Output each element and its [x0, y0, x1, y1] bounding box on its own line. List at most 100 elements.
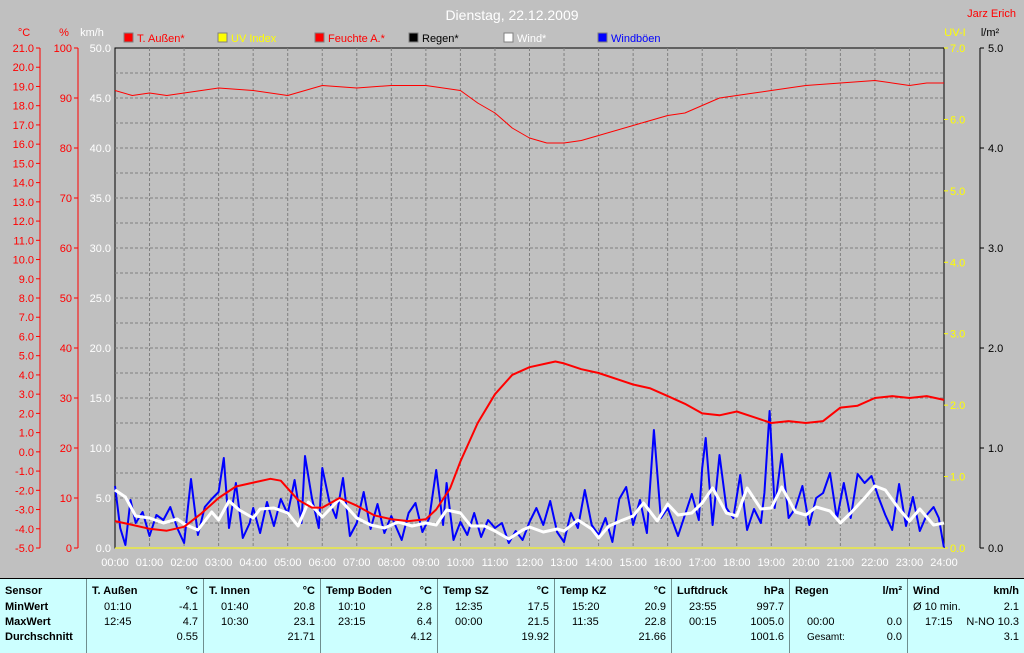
- stats-cell-value: 4.12: [410, 631, 432, 643]
- temp-tick-label: 6.0: [19, 331, 34, 343]
- stats-cell-left: 10:30: [221, 616, 249, 628]
- stats-cell-row: [790, 600, 907, 615]
- row-label-min: MinWert: [5, 601, 49, 613]
- humidity-tick-label: 10: [60, 493, 72, 505]
- stats-cell-row: 21.71: [204, 630, 320, 645]
- temp-tick-label: 3.0: [19, 389, 34, 401]
- stats-cell-value: 3.1: [1003, 631, 1019, 643]
- stats-cell-row: 01:40 20.8: [204, 600, 320, 615]
- chart-title: Dienstag, 22.12.2009: [445, 7, 578, 23]
- stats-cell-row: 00:15 1005.0: [672, 615, 789, 630]
- temp-tick-label: 2.0: [19, 408, 34, 420]
- stats-cell-row: 19.92: [438, 630, 554, 645]
- temp-tick-label: 16.0: [13, 139, 34, 151]
- wind-tick-label: 25.0: [90, 293, 111, 305]
- stats-cell-row: 12:45 4.7: [87, 615, 203, 630]
- temp-tick-label: 21.0: [13, 43, 34, 55]
- stats-cell-left: 01:10: [104, 601, 132, 613]
- temp-tick-label: 14.0: [13, 178, 34, 190]
- stats-cell-row: 15:20 20.9: [555, 600, 671, 615]
- weather-chart: Dienstag, 22.12.2009 Jarz Erich T. Außen…: [13, 7, 1016, 569]
- stats-cell-row: Gesamt: 0.0: [790, 630, 907, 645]
- x-tick-label: 11:00: [482, 557, 509, 569]
- stats-cell-value: 1005.0: [750, 616, 784, 628]
- stats-cell-left: 00:15: [689, 616, 717, 628]
- stats-cell-left: 23:15: [338, 616, 366, 628]
- x-tick-label: 07:00: [343, 557, 371, 569]
- stats-cell-value: 4.7: [182, 616, 198, 628]
- uv-tick-label: 4.0: [950, 257, 965, 269]
- stats-col-6: Regen l/m² 00:00 0.0 Gesamt: 0.0: [790, 579, 908, 653]
- x-tick-label: 06:00: [308, 557, 336, 569]
- stats-cell-left: [92, 630, 177, 645]
- x-tick-label: 19:00: [758, 557, 786, 569]
- stats-cell-value: °C: [302, 585, 315, 597]
- wind-tick-label: 35.0: [90, 193, 111, 205]
- stats-cell-left: [209, 630, 287, 645]
- temp-tick-label: -5.0: [15, 543, 34, 555]
- stats-cell-left: 12:35: [455, 601, 483, 613]
- humidity-tick-label: 100: [54, 43, 72, 55]
- rain-unit-label: l/m²: [981, 27, 1000, 39]
- stats-cell-value: km/h: [993, 585, 1019, 597]
- stats-cell-row: 17:15 N-NO 10.3: [908, 615, 1024, 630]
- temp-tick-label: 12.0: [13, 216, 34, 228]
- stats-cell-left: 10:10: [338, 601, 366, 613]
- stats-cell-value: 0.0: [886, 631, 902, 643]
- x-tick-label: 02:00: [170, 557, 198, 569]
- stats-cell-row: Regen l/m²: [790, 583, 907, 600]
- stats-cell-left: 00:00: [807, 616, 835, 628]
- temp-tick-label: 20.0: [13, 62, 34, 74]
- stats-cell-left: Wind: [913, 585, 940, 597]
- x-tick-label: 20:00: [792, 557, 820, 569]
- stats-cell-value: 0.0: [886, 616, 902, 628]
- stats-cell-value: 1001.6: [750, 631, 784, 643]
- wind-tick-label: 50.0: [90, 43, 111, 55]
- stats-cell-row: 23:15 6.4: [321, 615, 437, 630]
- stats-cell-row: 10:30 23.1: [204, 615, 320, 630]
- stats-cell-left: [560, 630, 638, 645]
- stats-col-3: Temp SZ °C 12:35 17.5 00:00 21.5 19.92: [438, 579, 555, 653]
- x-tick-label: 04:00: [239, 557, 267, 569]
- stats-cell-left: [795, 600, 902, 615]
- x-tick-label: 15:00: [619, 557, 647, 569]
- x-tick-label: 13:00: [550, 557, 578, 569]
- row-label-avg: Durchschnitt: [5, 631, 73, 643]
- author-label: Jarz Erich: [967, 8, 1016, 20]
- x-tick-label: 09:00: [412, 557, 440, 569]
- stats-table: Sensor MinWert MaxWert Durchschnitt T. A…: [0, 578, 1024, 653]
- stats-cell-value: -4.1: [179, 601, 198, 613]
- temp-tick-label: -1.0: [15, 466, 34, 478]
- stats-cell-left: 12:45: [104, 616, 132, 628]
- temp-tick-label: 0.0: [19, 447, 34, 459]
- stats-cell-row: 10:10 2.8: [321, 600, 437, 615]
- stats-cell-value: 22.8: [644, 616, 666, 628]
- stats-cell-left: Temp KZ: [560, 585, 607, 597]
- stats-cell-value: 20.8: [293, 601, 315, 613]
- uv-tick-label: 2.0: [950, 400, 965, 412]
- stats-col-0: T. Außen °C 01:10 -4.1 12:45 4.7 0.55: [87, 579, 204, 653]
- rain-tick-label: 2.0: [988, 343, 1003, 355]
- stats-cell-left: [677, 630, 750, 645]
- temp-tick-label: 8.0: [19, 293, 34, 305]
- wind-tick-label: 15.0: [90, 393, 111, 405]
- wind-tick-label: 5.0: [96, 493, 111, 505]
- rain-tick-label: 0.0: [988, 543, 1003, 555]
- stats-cell-value: 23.1: [293, 616, 315, 628]
- legend-swatch-4: [503, 32, 514, 43]
- stats-cell-left: [326, 630, 411, 645]
- rain-tick-label: 5.0: [988, 43, 1003, 55]
- stats-row-labels: Sensor MinWert MaxWert Durchschnitt: [0, 579, 87, 653]
- temp-unit-label: °C: [18, 27, 30, 39]
- x-tick-label: 00:00: [101, 557, 129, 569]
- temp-tick-label: 10.0: [13, 255, 34, 267]
- stats-cell-row: Temp SZ °C: [438, 583, 554, 600]
- wind-tick-label: 20.0: [90, 343, 111, 355]
- stats-cell-left: 11:35: [572, 616, 599, 628]
- stats-cell-value: °C: [185, 585, 198, 597]
- stats-cell-left: Ø 10 min.: [913, 601, 961, 613]
- temp-tick-label: -4.0: [15, 524, 34, 536]
- stats-cell-value: 6.4: [416, 616, 432, 628]
- stats-col-7: Wind km/h Ø 10 min. 2.1 17:15 N-NO 10.3 3.1: [908, 579, 1024, 653]
- x-tick-label: 14:00: [585, 557, 613, 569]
